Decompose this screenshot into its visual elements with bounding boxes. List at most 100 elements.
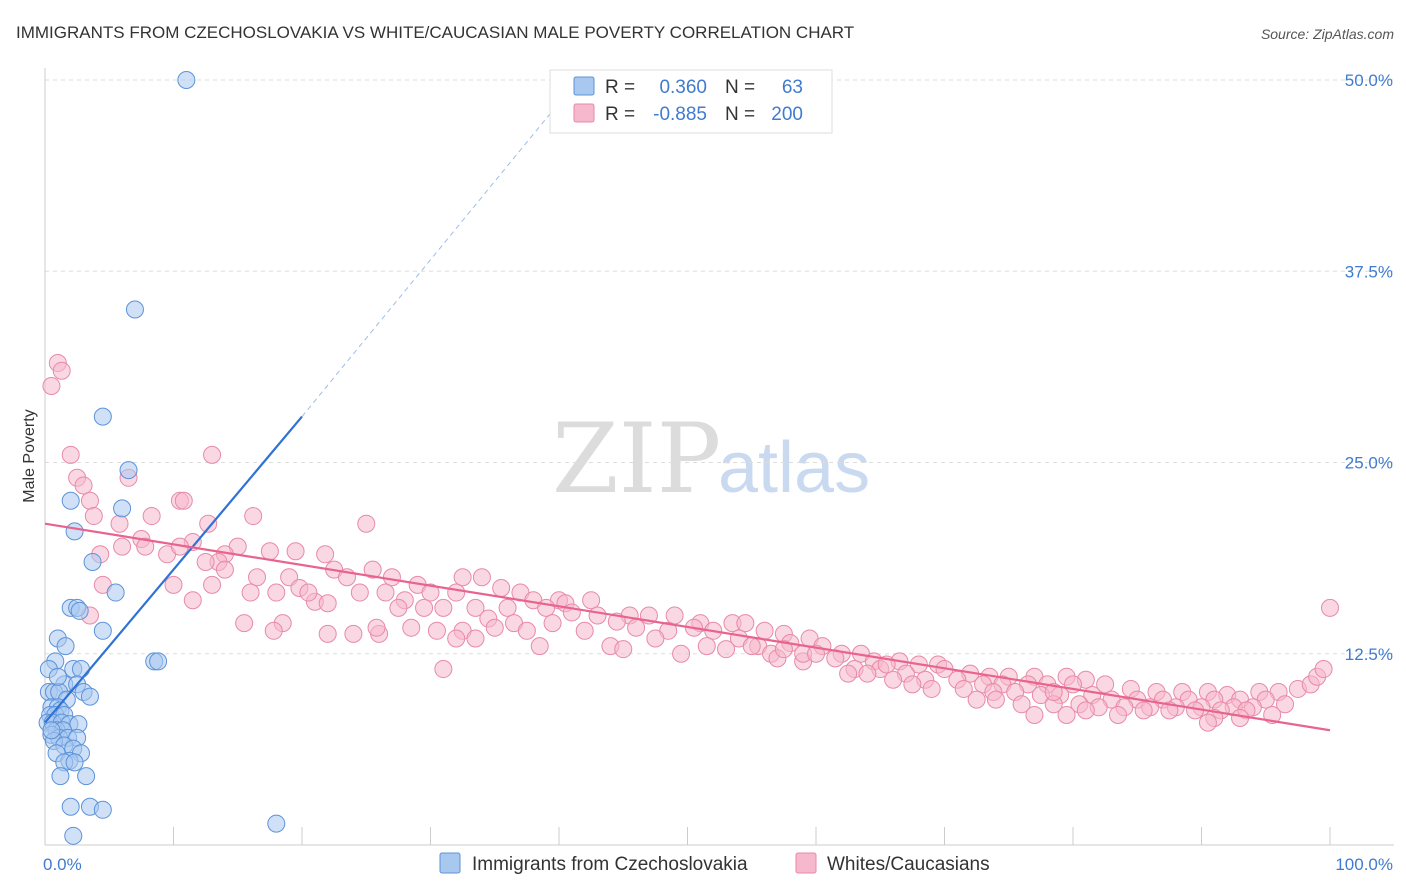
data-point-whites	[215, 560, 234, 579]
data-point-whites	[1076, 701, 1095, 720]
data-point-immigrants	[65, 522, 84, 541]
gridlines	[45, 79, 1394, 655]
data-point-whites	[136, 537, 155, 556]
trendlines	[44, 102, 1331, 732]
data-point-whites	[142, 507, 161, 526]
y-tick-label: 50.0%	[1345, 71, 1393, 90]
data-point-whites	[80, 491, 99, 510]
data-point-whites	[110, 514, 129, 533]
stats-r-value: 0.360	[659, 77, 707, 98]
watermark-zip: ZIP	[552, 403, 721, 515]
data-point-whites	[575, 621, 594, 640]
data-point-whites	[736, 614, 755, 633]
data-point-whites	[967, 690, 986, 709]
data-point-whites	[839, 664, 858, 683]
data-point-whites	[1096, 675, 1115, 694]
data-point-whites	[447, 583, 466, 602]
y-axis-title: Male Poverty	[21, 409, 38, 502]
data-point-whites	[466, 598, 485, 617]
data-point-whites	[61, 445, 80, 464]
chart-title: IMMIGRANTS FROM CZECHOSLOVAKIA VS WHITE/…	[16, 23, 854, 42]
data-point-immigrants	[149, 652, 168, 671]
data-point-whites	[1025, 705, 1044, 724]
data-point-whites	[537, 598, 556, 617]
data-point-immigrants	[83, 552, 102, 571]
data-point-whites	[196, 552, 215, 571]
data-point-whites	[299, 583, 318, 602]
data-point-whites	[1231, 709, 1250, 728]
stats-n-label: N =	[725, 77, 755, 98]
data-point-whites	[1314, 660, 1333, 679]
data-point-whites	[742, 637, 761, 656]
data-point-whites	[954, 679, 973, 698]
data-point-whites	[260, 542, 279, 561]
data-point-whites	[466, 629, 485, 648]
x-tick-label: 100.0%	[1335, 855, 1393, 874]
data-point-whites	[42, 377, 61, 395]
data-point-whites	[588, 606, 607, 625]
data-point-whites	[922, 679, 941, 698]
stats-legend-swatch-blue	[573, 76, 595, 96]
stats-legend: R = 0.360 N = 63 R = -0.885 N = 200	[549, 69, 833, 134]
tick-labels: 12.5% 25.0% 37.5% 50.0% 0.0% 100.0%	[43, 71, 1393, 874]
data-point-whites	[402, 618, 421, 637]
data-point-whites	[672, 644, 691, 663]
data-point-immigrants	[93, 800, 112, 819]
trendline-immigrants	[44, 415, 303, 724]
data-point-whites	[344, 624, 363, 643]
data-point-whites	[1321, 598, 1339, 617]
stats-r-label: R =	[605, 104, 635, 125]
data-point-whites	[530, 637, 549, 656]
data-point-whites	[1134, 701, 1153, 720]
data-point-whites	[84, 507, 103, 526]
data-point-immigrants	[71, 660, 90, 679]
data-point-whites	[235, 614, 254, 633]
data-point-whites	[697, 637, 716, 656]
data-point-whites	[646, 629, 665, 648]
watermark: ZIP atlas	[552, 403, 870, 515]
data-point-whites	[1108, 705, 1127, 724]
data-point-immigrants	[42, 721, 61, 740]
data-point-immigrants	[125, 300, 144, 319]
data-point-immigrants	[64, 826, 83, 845]
data-point-whites	[244, 507, 263, 526]
data-point-immigrants	[48, 667, 67, 686]
data-point-whites	[318, 624, 337, 643]
data-point-immigrants	[267, 814, 286, 833]
data-point-whites	[199, 514, 218, 533]
data-point-whites	[807, 644, 825, 663]
data-point-whites	[241, 583, 260, 602]
stats-n-label: N =	[725, 104, 755, 125]
data-point-whites	[203, 445, 222, 464]
data-point-immigrants	[70, 601, 89, 620]
data-point-whites	[52, 361, 71, 380]
data-point-whites	[164, 575, 183, 594]
data-point-whites	[774, 640, 793, 659]
data-point-whites	[543, 614, 562, 633]
trendline-immigrants-extension	[301, 102, 560, 417]
data-point-immigrants	[77, 767, 96, 786]
legend-label-immigrants: Immigrants from Czechoslovakia	[472, 854, 748, 875]
legend-label-whites: Whites/Caucasians	[827, 854, 990, 875]
chart-source: Source: ZipAtlas.com	[1261, 26, 1394, 42]
data-point-whites	[1044, 683, 1063, 701]
data-point-whites	[472, 568, 491, 587]
data-point-whites	[1012, 695, 1031, 714]
stats-n-value: 63	[782, 77, 803, 98]
data-point-whites	[434, 660, 453, 679]
data-point-whites	[389, 598, 408, 617]
data-point-immigrants	[93, 621, 112, 640]
data-point-immigrants	[119, 461, 138, 480]
x-tick-label: 0.0%	[43, 855, 82, 874]
data-point-immigrants	[106, 583, 125, 602]
data-point-whites	[367, 618, 386, 637]
data-point-whites	[376, 583, 395, 602]
data-point-whites	[447, 629, 466, 648]
data-point-immigrants	[61, 797, 80, 816]
legend-swatch-whites	[795, 852, 817, 874]
data-point-whites	[113, 537, 132, 556]
y-tick-label: 37.5%	[1345, 262, 1393, 281]
data-point-whites	[858, 664, 877, 683]
data-point-whites	[248, 568, 267, 587]
